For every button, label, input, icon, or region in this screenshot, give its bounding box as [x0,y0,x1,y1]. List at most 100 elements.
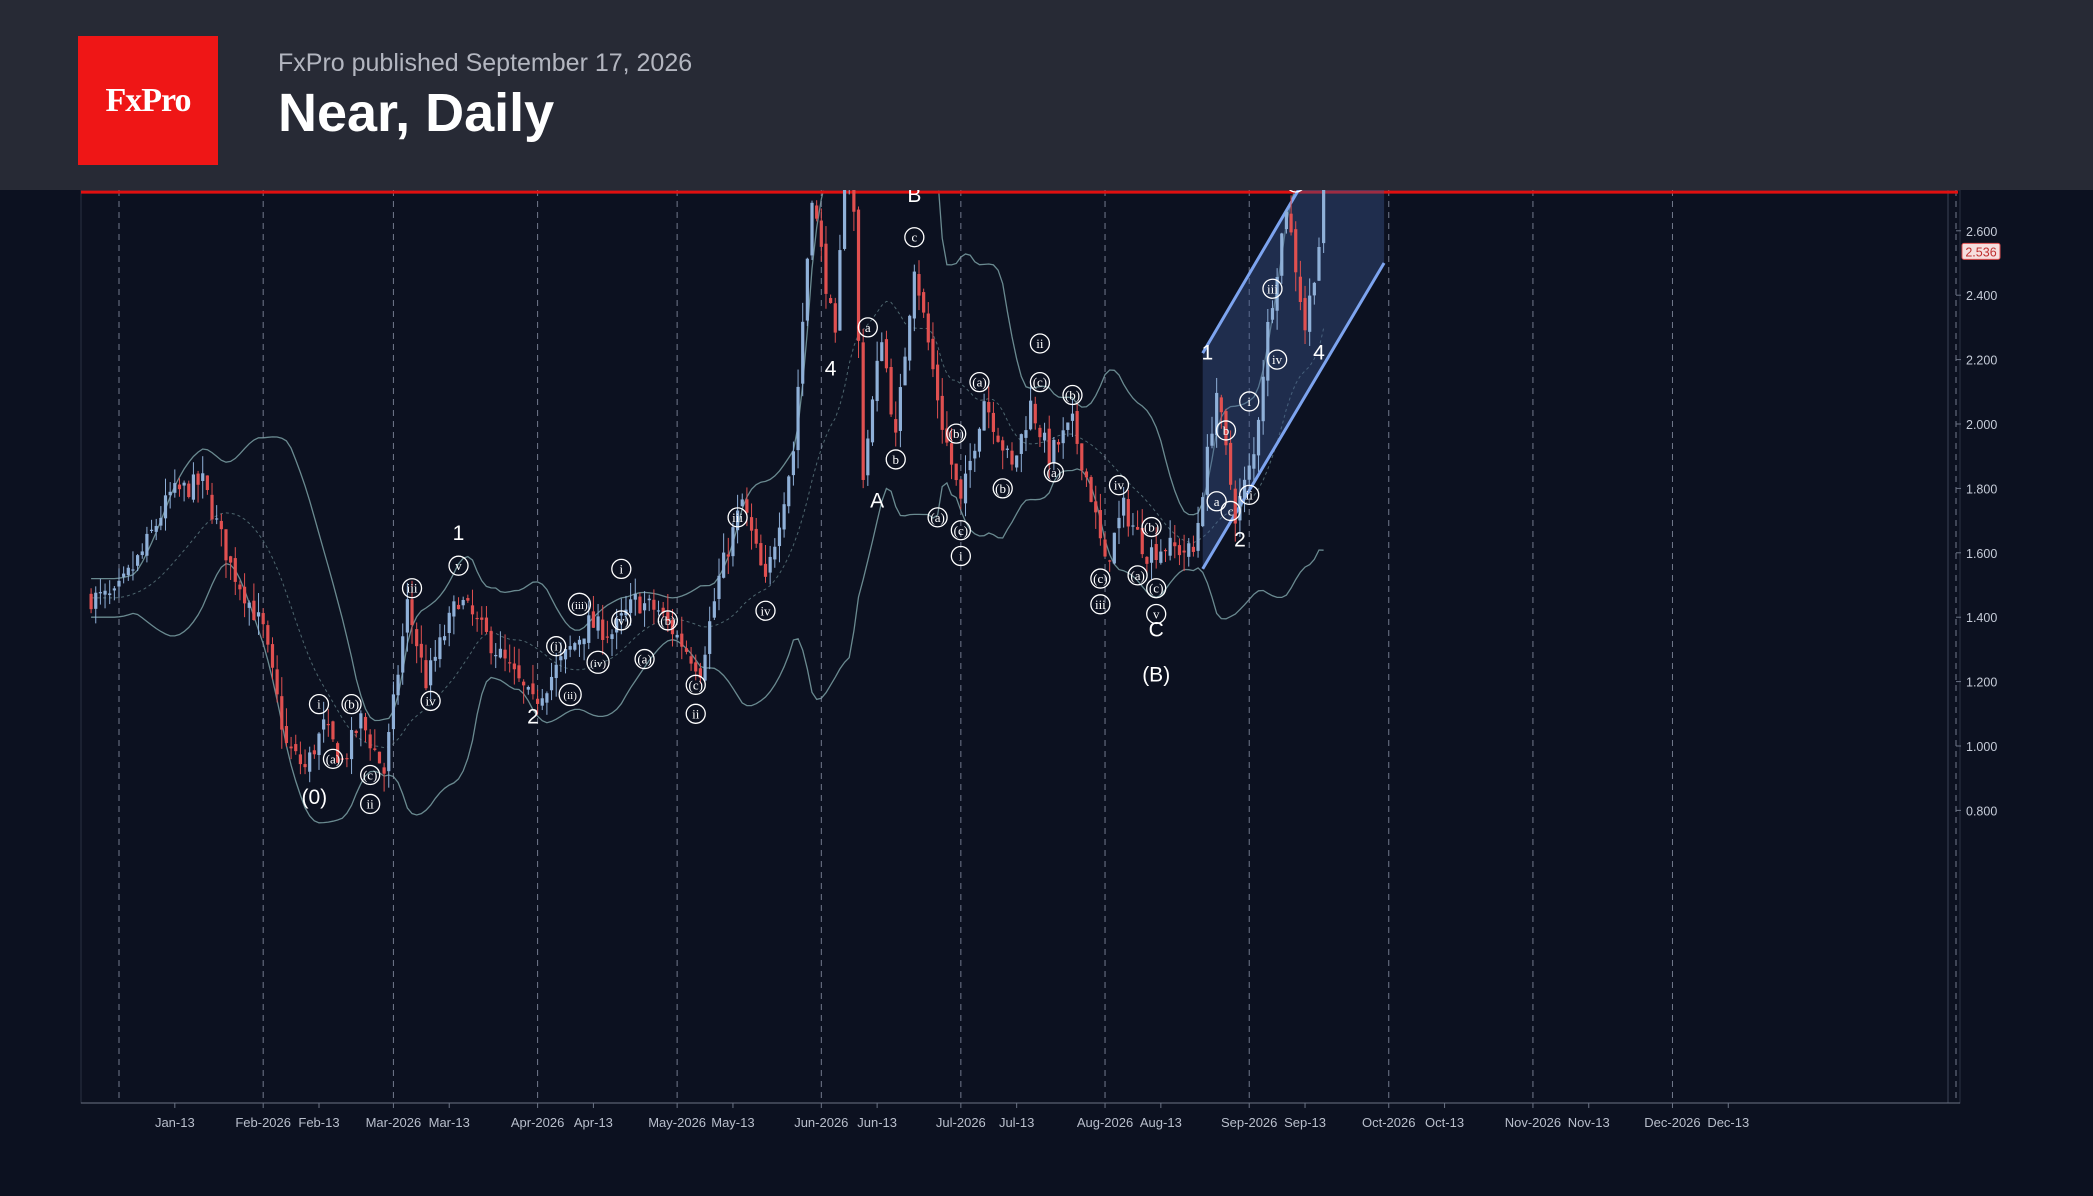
circled-wave-marker [1288,190,1303,193]
candle-body [833,303,837,333]
candle-body [540,698,544,706]
wave-labels: (0)1234(A)5ABC(B)1234i(a)(b)(c)iiiiiivv(… [302,190,1325,815]
candle-body [489,630,493,654]
candle-body [605,636,609,638]
circled-wave-marker [1262,278,1283,299]
candle-body [670,620,675,635]
candle-body [322,719,326,730]
price-label-box [1961,242,2001,260]
circled-wave-label: (b) [1065,388,1080,403]
circled-wave-label: i [959,549,963,564]
candle-body [1261,376,1265,422]
candle-body [182,482,186,486]
x-tick-label: Apr-13 [574,1115,613,1130]
candle-body [1159,551,1163,563]
candle-body [1047,428,1051,465]
circled-wave-marker [1239,484,1260,505]
candle-body [484,617,489,632]
candle-body [1098,510,1102,539]
circled-wave-label: (a) [637,652,651,667]
circled-wave-marker [586,650,610,674]
candle-body [573,643,577,650]
candle-body [852,190,856,212]
candle-body [819,220,823,247]
price-label-text: 2.536 [1965,245,1996,259]
x-tick-label: Mar-2026 [366,1115,422,1130]
circled-wave-marker [611,610,632,631]
x-tick-label: May-2026 [648,1115,706,1130]
circled-wave-marker [322,748,344,770]
candle-body [433,656,437,661]
candle-body [308,752,312,772]
candle-body [884,339,889,369]
candle-body [1303,298,1307,331]
candle-body [517,665,521,679]
candle-body [1275,277,1279,311]
candle-body [284,726,289,744]
candle-body [1247,465,1251,480]
circled-wave-label: (a) [326,751,340,766]
x-tick-label: Jan-13 [155,1115,195,1130]
circled-wave-marker [857,317,878,338]
horizontal-levels [81,190,1958,194]
circled-wave-label: (b) [660,613,675,628]
candle-body [108,593,112,596]
candle-body [777,527,782,547]
candle-body [1131,525,1135,527]
circled-wave-marker [685,703,706,724]
candle-body [1052,439,1056,463]
candle-body [801,321,805,384]
candle-body [1168,537,1172,556]
candle-body [889,367,893,415]
candle-body [317,733,321,755]
circled-wave-label: ii [1246,487,1254,502]
candle-body [587,615,591,643]
circled-wave-label: iii [732,510,743,525]
candle-body [1280,233,1284,276]
candle-body [345,758,349,760]
candle-body [1122,497,1126,516]
circled-wave-label: (a) [1047,465,1061,480]
candle-body [1024,430,1028,438]
candle-body [1205,446,1209,495]
candle-body [461,599,465,606]
candle-body [1038,427,1042,438]
candle-body [117,580,121,587]
candle-body [336,743,340,763]
candle-body [261,613,265,625]
candle-body [289,746,293,749]
candle-body [1005,448,1009,450]
candle-body [122,573,126,577]
candle-body [1094,501,1098,513]
circled-wave-label: (b) [949,426,964,441]
candle-body [805,258,809,321]
circled-wave-marker [567,592,592,616]
circled-wave-label: (b) [1144,520,1159,535]
circled-wave-label: iv [1272,352,1283,367]
candle-body [917,274,921,296]
candle-body [1135,526,1140,530]
candle-body [773,546,777,560]
circled-wave-marker [927,507,948,528]
y-tick-label: 0.800 [1966,804,1997,818]
circled-wave-label: (i) [550,639,562,654]
circled-wave-label: (iv) [590,658,606,670]
candle-body [638,596,642,614]
candle-body [1112,532,1116,564]
circled-wave-marker [1266,349,1288,370]
candle-body [98,592,102,594]
candle-body [1084,471,1089,478]
circled-wave-marker [1108,475,1130,496]
candle-body [1219,397,1223,413]
candle-body [270,644,275,668]
candle-body [712,601,716,618]
circled-wave-marker [755,600,776,621]
candle-body [1266,321,1270,381]
candle-body [1252,454,1256,469]
candle-body [1201,497,1205,527]
x-tick-label: Nov-13 [1568,1115,1610,1130]
candle-body [652,599,656,610]
candle-body [708,621,712,654]
candle-body [415,629,419,647]
x-tick-label: Sep-13 [1284,1115,1326,1130]
